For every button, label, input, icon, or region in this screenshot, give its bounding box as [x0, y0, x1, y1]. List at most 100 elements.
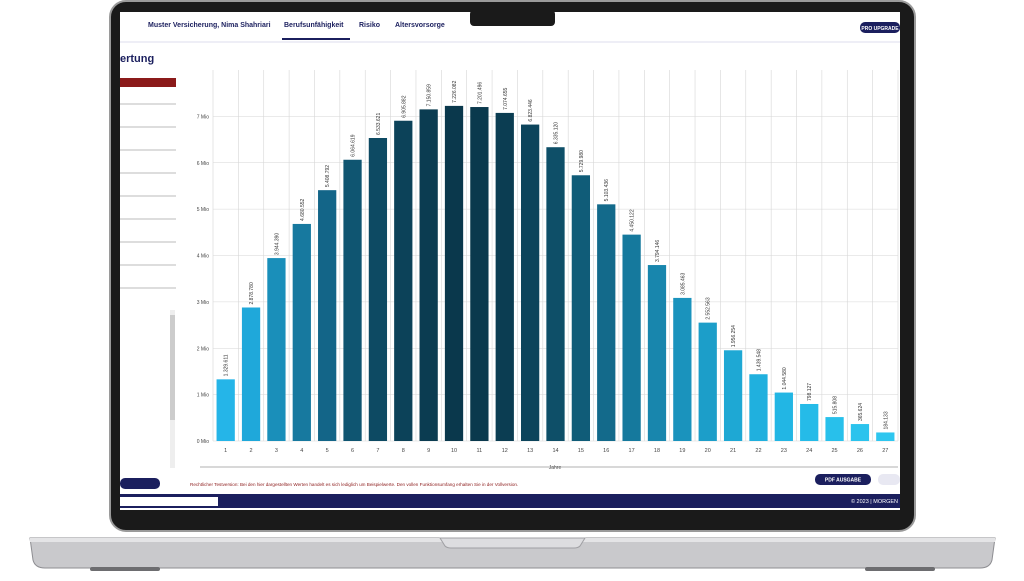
bar	[673, 297, 692, 441]
bar	[394, 120, 413, 442]
value-label: 184.133	[883, 411, 889, 429]
bar	[546, 147, 565, 442]
bar	[774, 392, 793, 441]
x-tick-label: 12	[502, 448, 508, 454]
bar	[343, 159, 362, 441]
value-label: 3.794.146	[655, 240, 661, 262]
value-label: 7.150.859	[427, 84, 433, 106]
x-tick-label: 24	[806, 448, 812, 454]
footer-bar	[120, 494, 900, 508]
value-label: 5.103.436	[604, 179, 610, 201]
x-tick-label: 8	[402, 448, 405, 454]
x-tick-label: 7	[376, 448, 379, 454]
bar	[520, 124, 540, 442]
x-tick-label: 4	[300, 448, 303, 454]
base-notch	[439, 537, 586, 549]
bar	[571, 175, 591, 442]
nav-tab[interactable]: Altersvorsorge	[395, 22, 445, 29]
value-label: 7.201.496	[477, 82, 483, 104]
x-tick-label: 11	[477, 448, 483, 454]
x-tick-label: 18	[654, 448, 660, 454]
x-tick-label: 5	[326, 448, 329, 454]
bar	[318, 190, 337, 441]
x-tick-label: 13	[527, 448, 533, 454]
value-label: 5.729.980	[579, 150, 585, 172]
value-label: 365.624	[858, 403, 864, 421]
bar	[749, 374, 768, 441]
value-label: 3.085.463	[680, 272, 686, 294]
bar	[470, 107, 489, 441]
x-tick-label: 2	[250, 448, 253, 454]
foot	[865, 567, 935, 571]
upgrade-button[interactable]	[860, 22, 900, 33]
x-tick-label: 15	[578, 448, 584, 454]
bar	[647, 265, 667, 441]
x-tick-label: 1	[224, 448, 227, 454]
bar	[876, 432, 895, 441]
y-tick-label: 3 Mio	[197, 300, 209, 306]
bar	[292, 223, 311, 441]
bar	[825, 417, 844, 441]
x-tick-label: 25	[832, 448, 838, 454]
footer-text: © 2023 | MORGEN	[851, 498, 898, 505]
bar	[723, 350, 743, 441]
value-label: 6.823.446	[528, 99, 534, 121]
value-label: 4.450.122	[630, 209, 636, 231]
bar	[800, 403, 819, 441]
scrollbar-thumb[interactable]	[170, 315, 175, 420]
value-label: 2.552.563	[706, 297, 712, 319]
x-tick-label: 10	[451, 448, 457, 454]
y-tick-label: 4 Mio	[197, 254, 209, 260]
x-tick-label: 16	[603, 448, 609, 454]
value-label: 1.044.580	[782, 367, 788, 389]
bar	[622, 234, 641, 441]
active-tab-underline	[282, 38, 350, 40]
value-label: 1.329.611	[224, 354, 230, 376]
sidebar-button[interactable]	[120, 478, 160, 489]
y-tick-label: 0 Mio	[197, 439, 209, 445]
y-tick-label: 7 Mio	[197, 114, 209, 120]
pdf-button[interactable]	[815, 474, 871, 485]
footer-select[interactable]	[120, 497, 218, 506]
x-tick-label: 26	[857, 448, 863, 454]
x-axis-label: Jahre	[549, 465, 562, 471]
chart: 0 Mio 1 Mio 2 Mio 3 Mio 4 Mio 5 Mio 6 Mio 7 Mio…	[197, 70, 899, 471]
page-title: ertung	[120, 53, 154, 65]
value-label: 6.064.619	[351, 134, 357, 156]
value-label: 798.127	[807, 383, 813, 401]
bar	[850, 424, 870, 441]
value-label: 3.944.390	[274, 233, 280, 255]
pdf-button-label[interactable]: PDF AUSGABE	[825, 478, 862, 484]
x-tick-label: 19	[679, 448, 685, 454]
value-label: 5.408.792	[325, 165, 331, 187]
bar	[267, 258, 286, 441]
secondary-button[interactable]	[878, 474, 900, 485]
value-label: 2.878.780	[249, 282, 255, 304]
bar	[368, 138, 388, 441]
value-label: 515.808	[833, 396, 839, 414]
x-tick-label: 3	[275, 448, 278, 454]
nav-tab[interactable]: Risiko	[359, 22, 380, 29]
bar	[216, 379, 235, 441]
upgrade-button-label[interactable]: PRO UPGRADE	[861, 26, 899, 32]
nav-tab[interactable]: Berufsunfähigkeit	[284, 22, 344, 29]
value-label: 6.533.621	[376, 113, 382, 135]
x-tick-label: 21	[730, 448, 736, 454]
sidebar-select[interactable]	[120, 78, 176, 87]
value-label: 1.956.254	[731, 325, 737, 347]
x-tick-label: 20	[705, 448, 711, 454]
x-tick-label: 27	[882, 448, 888, 454]
y-tick-label: 2 Mio	[197, 346, 209, 352]
value-label: 6.905.882	[401, 95, 407, 117]
value-label: 7.074.655	[503, 87, 509, 109]
x-tick-label: 23	[781, 448, 787, 454]
value-label: 6.335.120	[554, 122, 560, 144]
value-label: 1.439.548	[756, 349, 762, 371]
y-tick-label: 1 Mio	[197, 393, 209, 399]
x-tick-label: 14	[552, 448, 558, 454]
x-tick-label: 9	[427, 448, 430, 454]
value-label: 4.680.552	[300, 198, 306, 220]
y-tick-label: 6 Mio	[197, 161, 209, 167]
